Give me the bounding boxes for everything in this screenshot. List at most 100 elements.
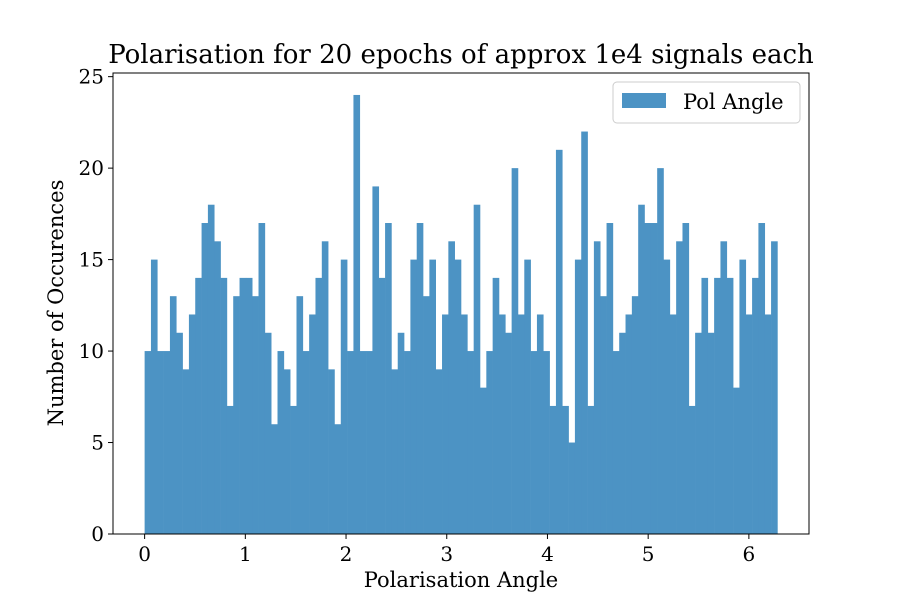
histogram-bar: [391, 369, 399, 534]
x-axis-label: Polarisation Angle: [364, 568, 559, 592]
histogram-bar: [771, 241, 778, 535]
histogram-bar: [385, 223, 392, 534]
histogram-bar: [290, 405, 297, 534]
plot-frame: [112, 72, 810, 535]
histogram-bar: [517, 314, 525, 534]
histogram-bar: [606, 223, 614, 534]
histogram-bar: [309, 314, 316, 534]
histogram-bar: [467, 351, 474, 534]
histogram-bar: [423, 296, 430, 534]
histogram-bar: [207, 204, 215, 534]
histogram-bar: [321, 241, 329, 535]
histogram-bar: [378, 277, 386, 534]
legend: Pol Angle: [612, 81, 801, 124]
histogram-bar: [733, 387, 740, 534]
histogram-bar: [150, 259, 158, 534]
histogram-bar: [277, 351, 285, 534]
histogram-bar: [593, 241, 601, 535]
histogram-bar: [366, 351, 373, 534]
histogram-bar: [220, 277, 228, 534]
histogram-bar: [442, 314, 449, 534]
histogram-bar: [581, 131, 588, 535]
y-tick-label: 15: [79, 248, 104, 272]
histogram-bar: [764, 314, 772, 534]
histogram-bar: [492, 277, 500, 534]
y-tick-label: 25: [79, 65, 104, 89]
histogram-bar: [182, 369, 190, 534]
histogram-bar: [707, 332, 715, 534]
histogram-bar: [233, 296, 240, 534]
histogram-bar: [296, 296, 304, 534]
histogram-bar: [271, 424, 278, 534]
histogram-bar: [252, 296, 259, 534]
histogram-bar: [657, 168, 664, 534]
histogram-bar: [498, 314, 506, 534]
legend-label: Pol Angle: [683, 90, 784, 114]
histogram-bar: [530, 351, 538, 534]
histogram-bar: [176, 332, 183, 534]
histogram-bar: [549, 405, 557, 534]
histogram-bar: [461, 314, 468, 534]
histogram-bar: [410, 259, 418, 534]
histogram-bar: [163, 351, 171, 534]
histogram-bar: [600, 296, 607, 534]
histogram-bar: [169, 296, 177, 534]
histogram-bar: [663, 259, 671, 534]
histogram-bar: [536, 314, 544, 534]
histogram-bar: [701, 277, 709, 534]
histogram-bar: [650, 223, 658, 534]
histogram-bar: [688, 405, 696, 534]
histogram-bar: [416, 223, 424, 534]
chart-title: Polarisation for 20 epochs of approx 1e4…: [108, 40, 814, 70]
histogram-bar: [404, 351, 411, 534]
histogram-bar: [340, 259, 348, 534]
histogram-bar: [195, 277, 202, 534]
histogram-bar: [543, 351, 550, 534]
histogram-bar: [473, 204, 481, 534]
histogram-bar: [214, 241, 221, 535]
histogram-bar: [669, 314, 677, 534]
histogram-bar: [454, 259, 462, 534]
histogram-bar: [612, 351, 620, 534]
histogram-bar: [625, 314, 633, 534]
histogram-bar: [448, 241, 455, 535]
histogram-bar: [359, 351, 367, 534]
x-tick-label: 2: [340, 542, 353, 566]
legend-swatch: [622, 93, 666, 108]
x-axis-ticks: 0 1 2 3 4 5 6: [138, 534, 755, 566]
histogram-bar: [511, 168, 519, 534]
y-axis-label: Number of Occurences: [44, 180, 68, 427]
y-tick-label: 5: [91, 431, 104, 455]
histogram-bar: [619, 332, 626, 534]
histogram-bar: [144, 351, 152, 534]
y-tick-label: 10: [79, 339, 104, 363]
histogram-bar: [682, 223, 690, 534]
histogram-bar: [745, 314, 753, 534]
y-tick-label: 0: [91, 522, 104, 546]
x-tick-label: 6: [743, 542, 756, 566]
histogram-bar: [568, 442, 576, 534]
x-tick-label: 4: [541, 542, 554, 566]
histogram-bar: [264, 332, 272, 534]
histogram-bar: [347, 351, 354, 534]
histogram-bar: [372, 186, 380, 535]
histogram-bar: [328, 369, 335, 534]
histogram-bar: [739, 259, 747, 534]
histogram-bar: [486, 351, 493, 534]
histogram-bar: [302, 351, 310, 534]
histogram-bar: [397, 332, 405, 534]
histogram-bar: [726, 277, 734, 534]
bars-group: [144, 94, 778, 535]
histogram-bar: [752, 277, 759, 534]
histogram-bar: [695, 332, 702, 534]
histogram-bar: [315, 277, 323, 534]
histogram-bar: [631, 296, 639, 534]
x-tick-label: 3: [440, 542, 453, 566]
x-tick-label: 5: [642, 542, 655, 566]
x-tick-label: 1: [239, 542, 252, 566]
histogram-bar: [574, 259, 582, 534]
histogram-bar: [714, 277, 721, 534]
histogram-bar: [334, 424, 342, 534]
histogram-bar: [644, 223, 652, 534]
